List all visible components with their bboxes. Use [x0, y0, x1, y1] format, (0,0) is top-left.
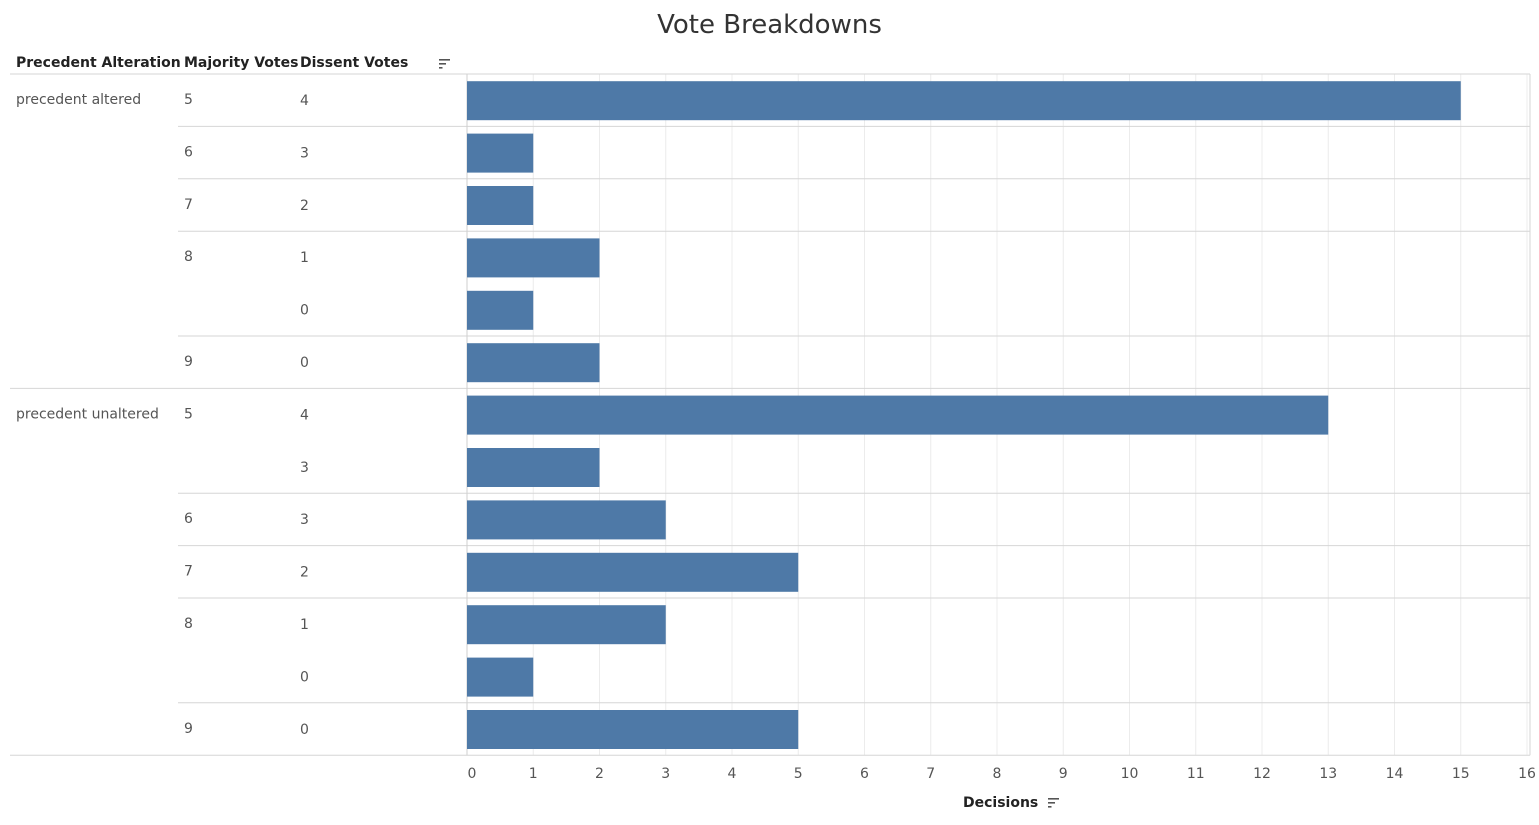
x-tick-label: 8 [993, 766, 1002, 782]
column-header-precedent-alteration[interactable]: Precedent Alteration [16, 55, 181, 71]
row-label-majority: 8 [184, 616, 193, 632]
row-label-dissent: 3 [300, 512, 309, 528]
bar [467, 395, 1329, 435]
x-tick-label: 15 [1452, 766, 1470, 782]
bar [467, 657, 534, 697]
chart-title: Vote Breakdowns [657, 10, 882, 40]
x-tick-label: 1 [529, 766, 538, 782]
sort-descending-icon[interactable] [1047, 797, 1060, 809]
row-label-majority: 9 [184, 354, 193, 370]
x-tick-label: 11 [1187, 766, 1205, 782]
x-tick-label: 6 [860, 766, 869, 782]
row-label-majority: 6 [184, 511, 193, 527]
bar [467, 605, 666, 645]
row-label-dissent: 0 [300, 722, 309, 738]
column-header-dissent-votes[interactable]: Dissent Votes [300, 55, 409, 71]
column-header-majority-votes[interactable]: Majority Votes [184, 55, 299, 71]
bar [467, 500, 666, 540]
row-label-precedent: precedent unaltered [16, 406, 159, 422]
x-tick-label: 2 [595, 766, 604, 782]
row-label-dissent: 2 [300, 565, 309, 581]
bar [467, 448, 600, 487]
bar [467, 81, 1461, 121]
row-label-majority: 6 [184, 144, 193, 160]
x-axis-title-group: Decisions [963, 792, 1060, 811]
row-label-majority: 5 [184, 92, 193, 108]
row-label-dissent: 4 [300, 93, 309, 109]
x-tick-label: 9 [1059, 766, 1068, 782]
x-tick-label: 12 [1253, 766, 1271, 782]
bar [467, 186, 534, 225]
x-tick-label: 14 [1386, 766, 1404, 782]
row-label-majority: 7 [184, 197, 193, 213]
row-label-majority: 9 [184, 721, 193, 737]
row-label-dissent: 0 [300, 669, 309, 685]
row-label-dissent: 1 [300, 617, 309, 633]
x-tick-label: 3 [661, 766, 670, 782]
bar [467, 710, 799, 749]
bar [467, 133, 534, 173]
bar [467, 343, 600, 383]
row-label-dissent: 1 [300, 250, 309, 266]
row-label-dissent: 3 [300, 460, 309, 476]
sort-descending-icon[interactable] [438, 58, 452, 70]
row-label-dissent: 2 [300, 198, 309, 214]
row-label-majority: 8 [184, 249, 193, 265]
x-tick-label: 7 [926, 766, 935, 782]
row-label-dissent: 3 [300, 145, 309, 161]
bar [467, 290, 534, 330]
x-tick-label: 13 [1319, 766, 1337, 782]
row-label-dissent: 0 [300, 303, 309, 319]
x-tick-label: 16 [1518, 766, 1536, 782]
row-label-precedent: precedent altered [16, 92, 141, 108]
row-label-majority: 5 [184, 406, 193, 422]
x-axis-title: Decisions [963, 795, 1039, 811]
bar [467, 238, 600, 278]
row-label-dissent: 4 [300, 407, 309, 423]
x-tick-label: 4 [728, 766, 737, 782]
bar [467, 552, 799, 592]
row-label-dissent: 0 [300, 355, 309, 371]
x-tick-label: 0 [468, 766, 477, 782]
row-label-majority: 7 [184, 564, 193, 580]
x-tick-label: 10 [1121, 766, 1139, 782]
x-tick-label: 5 [794, 766, 803, 782]
